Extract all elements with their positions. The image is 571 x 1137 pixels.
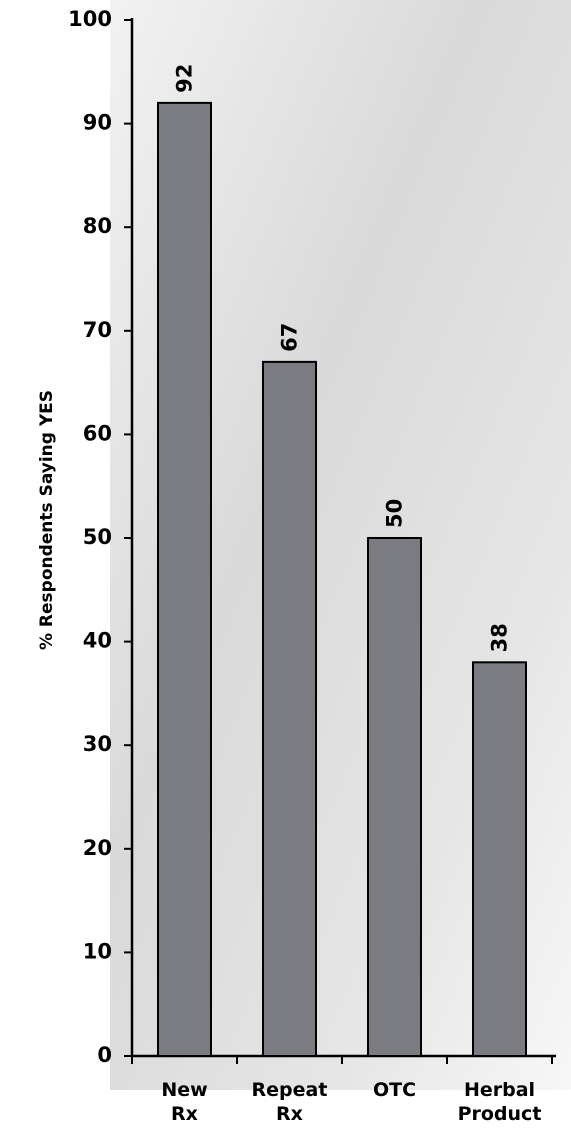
y-tick-label: 20: [83, 836, 112, 860]
x-tick-label-line: Rx: [171, 1103, 198, 1125]
x-tick-label-line: Product: [458, 1103, 542, 1125]
x-tick-label-line: OTC: [373, 1079, 416, 1101]
y-tick-label: 50: [83, 525, 112, 549]
bar: [157, 101, 212, 1057]
y-tick-label: 100: [68, 7, 112, 31]
y-tick-label: 30: [83, 732, 112, 756]
bar: [472, 661, 527, 1057]
value-label: 38: [488, 623, 512, 652]
value-label: 92: [173, 64, 197, 93]
value-label: 67: [278, 323, 302, 352]
x-tick-label-line: New: [161, 1079, 207, 1101]
y-tick-label: 80: [83, 214, 112, 238]
y-tick-label: 40: [83, 629, 112, 653]
y-tick-label: 70: [83, 318, 112, 342]
y-tick-label: 10: [83, 939, 112, 963]
y-tick-label: 60: [83, 421, 112, 445]
value-label: 50: [383, 499, 407, 528]
x-tick-label: OTC: [373, 1079, 416, 1101]
x-tick-label: New Rx: [161, 1079, 207, 1125]
x-tick-label-line: Herbal: [464, 1079, 535, 1101]
x-tick-label: Herbal Product: [458, 1079, 542, 1125]
y-tick-label: 90: [83, 111, 112, 135]
x-tick-label-line: Repeat: [252, 1079, 328, 1101]
x-tick-label-line: Rx: [276, 1103, 303, 1125]
bar: [367, 537, 422, 1057]
x-tick-label: Repeat Rx: [252, 1079, 328, 1125]
bar: [262, 360, 317, 1057]
y-tick-label: 0: [97, 1043, 112, 1067]
y-axis-label: % Respondents Saying YES: [37, 390, 57, 650]
